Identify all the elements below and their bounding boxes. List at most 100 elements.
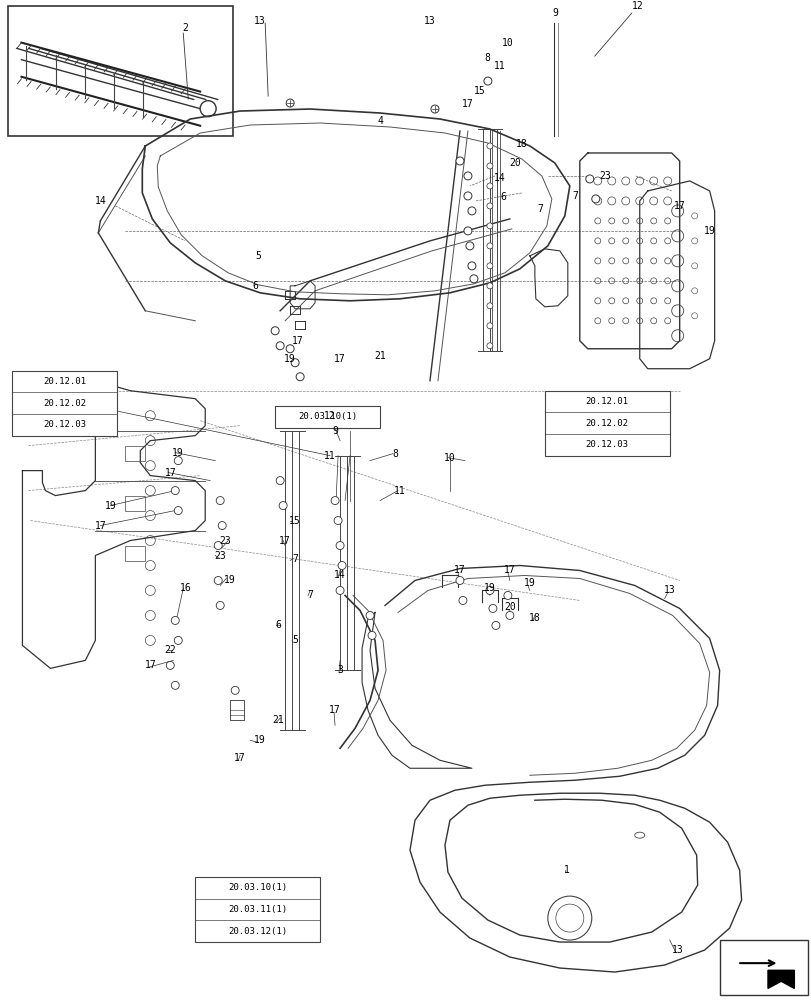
Circle shape [218,522,226,530]
Text: 5: 5 [292,635,298,645]
Text: 7: 7 [571,191,577,201]
Text: 20.12.02: 20.12.02 [585,419,628,428]
Circle shape [463,172,471,180]
Circle shape [467,207,475,215]
Circle shape [271,327,279,335]
Circle shape [487,243,492,249]
Circle shape [296,373,304,381]
Text: 8: 8 [483,53,489,63]
Circle shape [488,604,496,612]
Text: 17: 17 [164,468,176,478]
Text: 17: 17 [334,354,345,364]
Text: 23: 23 [214,551,225,561]
Text: 17: 17 [234,753,246,763]
Bar [125,446,145,461]
Bar [275,406,380,428]
Text: 14: 14 [94,196,106,206]
Circle shape [487,143,492,149]
Text: 20.03.10(1): 20.03.10(1) [228,883,287,892]
Text: 6: 6 [275,620,281,630]
Text: 17: 17 [504,565,515,575]
Bar [230,700,244,720]
Text: 17: 17 [292,336,303,346]
Circle shape [200,101,216,117]
Text: 1: 1 [563,865,569,875]
Text: 19: 19 [105,501,116,511]
Circle shape [467,262,475,270]
Circle shape [456,157,463,165]
Text: 21: 21 [272,715,284,725]
Text: 19: 19 [224,575,236,585]
Circle shape [487,183,492,189]
Bar [12,371,117,436]
Circle shape [234,706,242,714]
Polygon shape [767,970,793,988]
Bar [544,391,669,456]
Text: 19: 19 [523,578,535,588]
Text: 22: 22 [164,645,176,655]
Circle shape [171,487,179,495]
Circle shape [585,175,593,183]
Circle shape [487,343,492,349]
Circle shape [466,242,474,250]
Text: 23: 23 [599,171,610,181]
Circle shape [487,303,492,309]
Bar [195,877,320,942]
Circle shape [336,542,344,550]
Circle shape [463,227,471,235]
Text: 20: 20 [504,602,515,612]
Circle shape [483,77,491,85]
Circle shape [366,611,374,619]
Text: 4: 4 [376,116,383,126]
Circle shape [279,502,287,510]
Bar [125,546,145,561]
Circle shape [456,576,463,584]
Text: 20.12.01: 20.12.01 [585,397,628,406]
Circle shape [591,195,599,203]
Circle shape [285,99,294,107]
Circle shape [331,497,339,505]
Text: 9: 9 [551,8,557,18]
Text: 6: 6 [252,281,258,291]
Text: 20.12.03: 20.12.03 [43,420,86,429]
Text: 10: 10 [501,38,513,48]
Text: 17: 17 [328,705,341,715]
Circle shape [487,263,492,269]
Text: 12: 12 [324,411,336,421]
Circle shape [174,507,182,515]
Circle shape [485,586,493,594]
Circle shape [276,342,284,350]
Text: 13: 13 [671,945,683,955]
Circle shape [216,497,224,505]
Text: 3: 3 [337,665,342,675]
Text: 7: 7 [292,554,298,564]
Text: 7: 7 [536,204,542,214]
Circle shape [171,616,179,624]
Text: 19: 19 [483,583,496,593]
Text: 17: 17 [453,565,466,575]
Text: 13: 13 [254,16,266,26]
Text: 14: 14 [334,570,345,580]
Circle shape [487,203,492,209]
Text: 11: 11 [393,486,406,496]
Circle shape [291,359,298,367]
Text: 18: 18 [528,613,540,623]
Circle shape [463,192,471,200]
Text: 17: 17 [144,660,156,670]
Text: 14: 14 [493,173,505,183]
Text: 10: 10 [444,453,455,463]
Circle shape [174,636,182,644]
Circle shape [470,275,478,283]
Text: 16: 16 [179,583,191,593]
Circle shape [276,477,284,485]
Circle shape [231,686,239,694]
Text: 13: 13 [423,16,436,26]
Text: 13: 13 [663,585,675,595]
Circle shape [171,681,179,689]
Text: 19: 19 [171,448,183,458]
Text: 21: 21 [374,351,385,361]
Circle shape [166,661,174,669]
Circle shape [214,576,222,584]
Bar [719,940,807,995]
Circle shape [216,601,224,609]
